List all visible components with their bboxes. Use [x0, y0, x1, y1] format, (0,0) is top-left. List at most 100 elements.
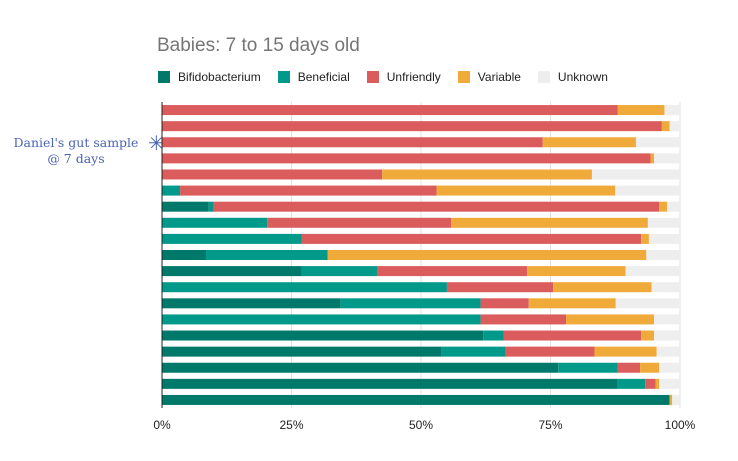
- bar-segment-beneficial: [162, 217, 268, 228]
- legend-label: Variable: [477, 70, 521, 84]
- bar-segment-bifidobacterium: [162, 298, 341, 309]
- bar-segment-variable: [382, 169, 592, 180]
- bar-segment-variable: [436, 185, 616, 196]
- bar-segment-unknown: [651, 282, 680, 293]
- bar-segment-bifidobacterium: [162, 362, 559, 373]
- bar-segment-unknown: [664, 105, 680, 116]
- bar-segment-unfriendly: [505, 346, 595, 357]
- bar-segment-variable: [669, 394, 673, 405]
- bar-segment-beneficial: [441, 346, 506, 357]
- bar-segment-unknown: [648, 233, 680, 244]
- bar-segment-variable: [641, 233, 649, 244]
- bar-segment-variable: [661, 121, 670, 132]
- bar-segment-variable: [553, 282, 652, 293]
- bar-segment-variable: [650, 153, 655, 164]
- bar-segment-unknown: [625, 266, 680, 277]
- bar-segment-variable: [527, 266, 626, 277]
- annotation-line-1: Daniel's gut sample: [13, 135, 139, 150]
- bar-segment-variable: [451, 217, 648, 228]
- bar-segment-unknown: [659, 362, 680, 373]
- bar-segment-variable: [655, 378, 660, 389]
- bar-segment-variable: [659, 201, 668, 212]
- bar-segment-unknown: [615, 298, 680, 309]
- bar-segment-unfriendly: [162, 169, 383, 180]
- bar-segment-unfriendly: [301, 233, 642, 244]
- bar-segment-unfriendly: [617, 362, 641, 373]
- x-tick-label: 100%: [665, 418, 696, 432]
- bar-segment-unknown: [654, 314, 680, 325]
- bar-segment-beneficial: [617, 378, 646, 389]
- bar-segment-beneficial: [558, 362, 618, 373]
- bar-segment-beneficial: [162, 233, 302, 244]
- x-tick-label: 0%: [153, 418, 171, 432]
- legend-label: Unfriendly: [386, 70, 441, 84]
- legend-swatch: [158, 71, 170, 83]
- bar-segment-unfriendly: [162, 105, 618, 116]
- bar-segment-unknown: [659, 378, 680, 389]
- annotation-line-2: @ 7 days: [47, 151, 105, 166]
- bar-segment-beneficial: [301, 266, 377, 277]
- legend-item-unknown: Unknown: [537, 70, 608, 84]
- bar-segment-unknown: [672, 394, 680, 405]
- bar-segment-unfriendly: [162, 137, 543, 148]
- x-tick-label: 50%: [409, 418, 433, 432]
- bar-segment-bifidobacterium: [162, 346, 442, 357]
- bar-segment-bifidobacterium: [162, 266, 302, 277]
- bar-segment-variable: [641, 330, 655, 341]
- bar-segment-variable: [617, 105, 665, 116]
- bar-segment-unfriendly: [162, 153, 651, 164]
- bar-segment-variable: [528, 298, 616, 309]
- bar-segment-variable: [566, 314, 655, 325]
- legend-label: Unknown: [557, 70, 608, 84]
- bar-segment-bifidobacterium: [162, 378, 618, 389]
- legend-item-bifidobacterium: Bifidobacterium: [158, 70, 261, 84]
- bar-segment-beneficial: [340, 298, 481, 309]
- bar-segment-unknown: [667, 201, 680, 212]
- bar-segment-unfriendly: [162, 121, 662, 132]
- bar-segment-unfriendly: [213, 201, 660, 212]
- bar-segment-unknown: [615, 185, 680, 196]
- bar-segment-variable: [327, 250, 647, 260]
- legend-swatch: [537, 71, 550, 83]
- bar-segment-unfriendly: [480, 314, 567, 325]
- bar-segment-unfriendly: [376, 266, 528, 277]
- bar-segment-beneficial: [162, 314, 481, 325]
- bar-segment-beneficial: [162, 185, 181, 196]
- bar-segment-unfriendly: [480, 298, 529, 309]
- bar-segment-beneficial: [483, 330, 504, 341]
- bar-segment-unknown: [654, 330, 680, 341]
- bar-segment-variable: [594, 346, 657, 357]
- bar-segment-unfriendly: [267, 217, 452, 228]
- bar-segment-unknown: [635, 137, 680, 148]
- legend: Bifidobacterium Beneficial Unfriendly Varia…: [158, 70, 625, 84]
- bar-segment-unfriendly: [446, 282, 554, 293]
- x-tick-label: 25%: [279, 418, 303, 432]
- bar-segment-unknown: [591, 169, 680, 180]
- bar-segment-bifidobacterium: [162, 201, 209, 212]
- bar-segment-unknown: [654, 153, 680, 164]
- legend-label: Beneficial: [297, 70, 350, 84]
- legend-swatch: [277, 71, 290, 83]
- legend-item-unfriendly: Unfriendly: [366, 70, 441, 84]
- legend-swatch: [457, 71, 470, 83]
- bar-segment-unknown: [656, 346, 680, 357]
- legend-swatch: [366, 71, 379, 83]
- bar-segment-bifidobacterium: [162, 394, 670, 405]
- bar-segment-unfriendly: [180, 185, 437, 196]
- bar-segment-bifidobacterium: [162, 250, 207, 260]
- bar-segment-unknown: [669, 121, 680, 132]
- annotation-asterisk-icon: ✳: [148, 131, 165, 155]
- bar-segment-beneficial: [208, 201, 214, 212]
- bar-segment-beneficial: [162, 282, 447, 293]
- annotation-label: Daniel's gut sample @ 7 days: [6, 135, 146, 167]
- bar-segment-unknown: [647, 217, 680, 228]
- bar-segment-variable: [542, 137, 636, 148]
- chart-title: Babies: 7 to 15 days old: [157, 35, 360, 56]
- bar-segment-bifidobacterium: [162, 330, 484, 341]
- x-tick-label: 75%: [538, 418, 562, 432]
- bar-segment-unfriendly: [645, 378, 656, 389]
- legend-label: Bifidobacterium: [178, 70, 261, 84]
- bar-segment-variable: [640, 362, 660, 373]
